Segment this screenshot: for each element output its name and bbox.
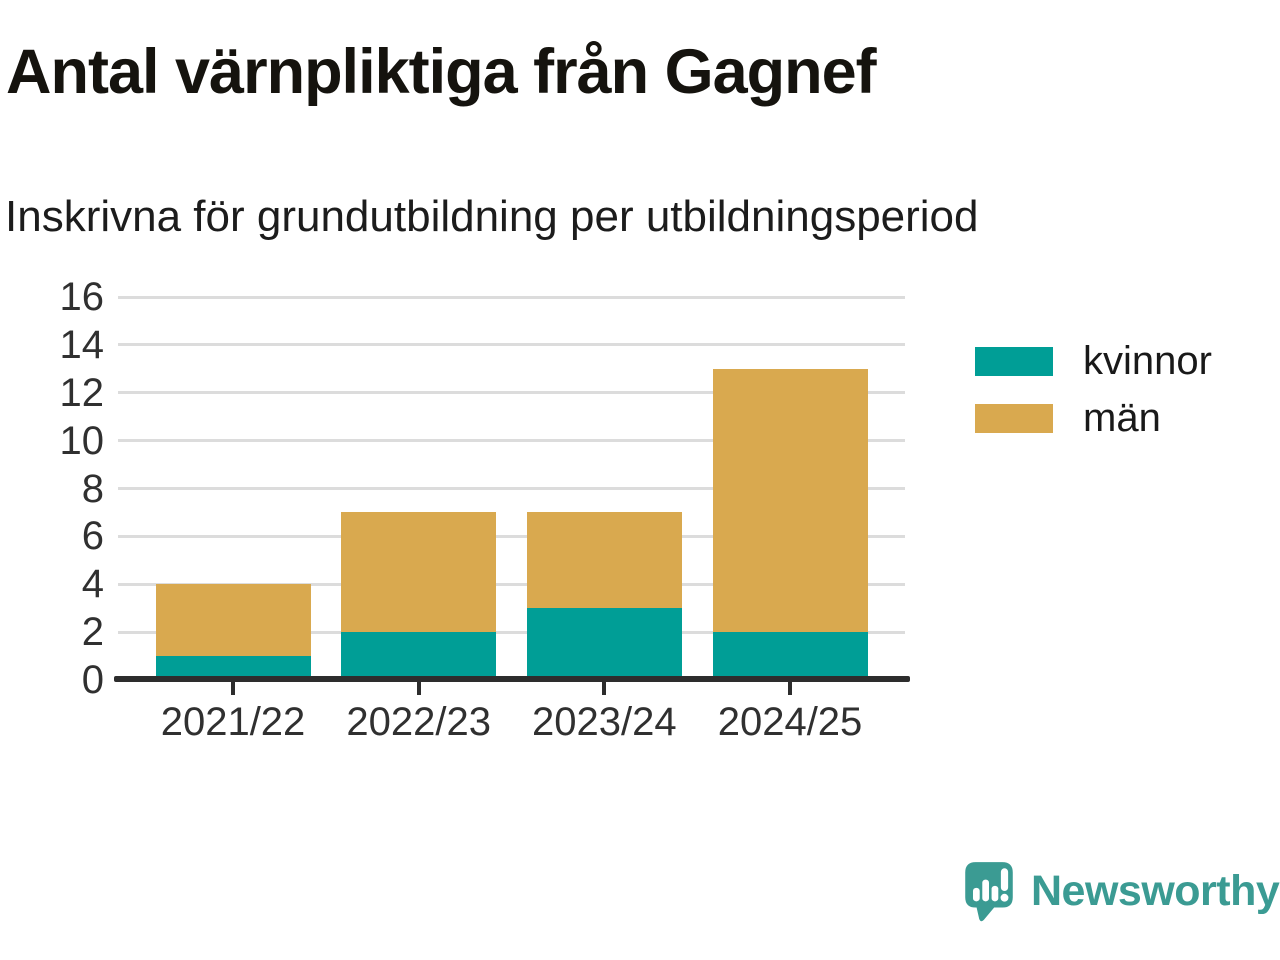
gridline — [118, 487, 905, 490]
y-tick-label: 12 — [59, 370, 105, 415]
y-tick-label: 8 — [81, 466, 104, 511]
legend-swatch — [975, 403, 1053, 433]
newsworthy-logo: Newsworthy — [963, 860, 1280, 922]
bar-segment-män — [155, 584, 311, 657]
chart-subtitle: Inskrivna för grundutbildning per utbild… — [5, 192, 979, 241]
x-tick-label: 2021/22 — [160, 700, 306, 744]
newsworthy-logo-text: Newsworthy — [1031, 866, 1280, 915]
bar-segment-män — [341, 512, 497, 633]
x-axis-line — [114, 676, 910, 682]
x-axis-tick — [231, 682, 235, 695]
bar-segment-kvinnor — [712, 632, 868, 680]
x-tick-label: 2023/24 — [532, 700, 677, 744]
legend: kvinnor män — [975, 338, 1212, 441]
y-tick-label: 2 — [81, 610, 104, 655]
bar-segment-kvinnor — [526, 608, 682, 680]
gridline — [118, 343, 905, 347]
plot-area — [118, 295, 905, 680]
x-axis-tick — [788, 682, 792, 695]
newsworthy-speech-bubble-chart-icon — [965, 862, 1013, 922]
bar-segment-män — [526, 512, 682, 609]
gridline — [118, 582, 905, 586]
x-axis-tick — [602, 682, 607, 695]
y-tick-label: 16 — [59, 275, 105, 319]
y-tick-label: 0 — [81, 658, 104, 702]
legend-item-män: män — [975, 395, 1212, 441]
gridline — [118, 295, 905, 299]
y-axis-labels: 0 2 4 6 8 10 12 14 16 — [0, 275, 105, 702]
gridline — [118, 439, 905, 443]
y-tick-label: 14 — [59, 322, 105, 367]
legend-label: män — [1083, 396, 1161, 440]
gridline — [118, 630, 905, 634]
x-tick-label: 2024/25 — [717, 700, 863, 744]
gridline — [118, 534, 905, 538]
bar-segment-kvinnor — [341, 632, 497, 680]
legend-label: kvinnor — [1083, 339, 1212, 383]
bar-segment-kvinnor — [155, 656, 311, 680]
legend-item-kvinnor: kvinnor — [975, 338, 1212, 384]
bar-segment-män — [712, 368, 868, 633]
chart-title: Antal värnpliktiga från Gagnef — [6, 37, 877, 107]
x-tick-label: 2022/23 — [346, 700, 491, 744]
y-tick-label: 4 — [81, 562, 104, 607]
gridline — [118, 391, 905, 395]
legend-swatch — [975, 346, 1053, 376]
y-tick-label: 6 — [81, 514, 104, 559]
x-axis-tick — [416, 682, 421, 695]
y-tick-label: 10 — [59, 418, 105, 463]
